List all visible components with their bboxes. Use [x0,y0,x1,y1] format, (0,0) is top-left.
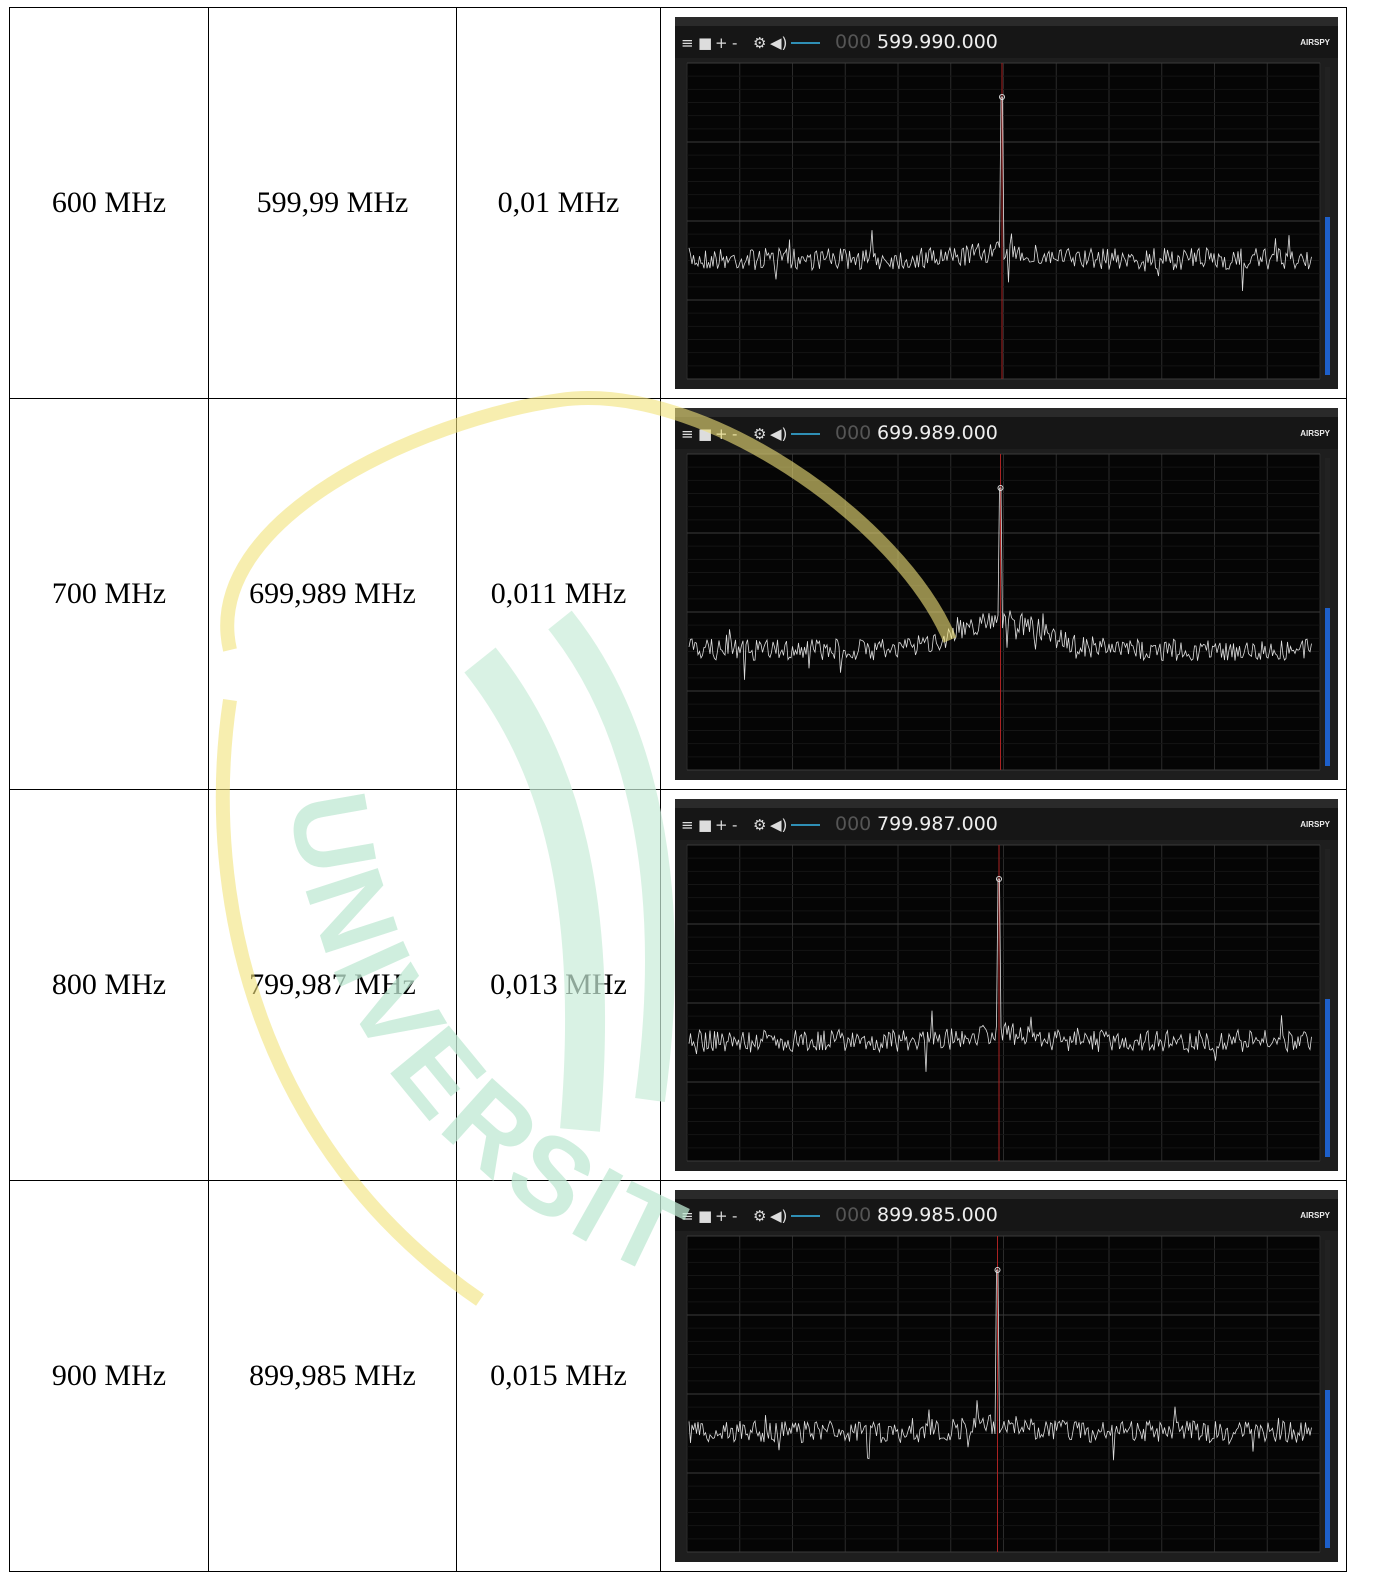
title-bar [675,799,1338,808]
page: 600 MHz599,99 MHz0,01 MHz≡■+-⚙◀)000599.9… [0,0,1377,1591]
sdr-screenshot: ≡■+-⚙◀) 000 699.989.000 AIRSPY [675,408,1338,780]
toolbar-icon: - [732,1207,737,1225]
table-cell: 899,985 MHz [209,1181,457,1572]
toolbar-icon: + [715,34,728,52]
toolbar-icon: ⚙ [753,1207,766,1225]
screenshot-cell: ≡■+-⚙◀) 000 799.987.000 AIRSPY [661,790,1347,1181]
toolbar-icon: ≡ [681,816,694,834]
table-cell: 599,99 MHz [209,8,457,399]
toolbar-icon: ■ [698,1207,712,1225]
meter-track [1325,1240,1330,1390]
freq-display: 899.985.000 [877,1204,998,1226]
toolbar-icon: ⚙ [753,816,766,834]
toolbar-icon: ■ [698,425,712,443]
table-cell: 900 MHz [10,1181,209,1572]
freq-prefix: 000 [835,422,871,444]
table-cell: 799,987 MHz [209,790,457,1181]
screenshot-cell: ≡■+-⚙◀) 000 899.985.000 AIRSPY [661,1181,1347,1572]
toolbar-icon: ■ [698,816,712,834]
app-logo: AIRSPY [1300,820,1330,829]
toolbar-icon: - [732,816,737,834]
meter-track [1325,67,1330,217]
toolbar-icon: ◀) [770,1207,787,1225]
screenshot-cell: ≡■+-⚙◀) 000 699.989.000 AIRSPY [661,399,1347,790]
table-cell: 800 MHz [10,790,209,1181]
toolbar-icon: - [732,34,737,52]
title-bar [675,17,1338,26]
freq-display: 699.989.000 [877,422,998,444]
toolbar-icon: ≡ [681,1207,694,1225]
table-cell: 0,011 MHz [457,399,661,790]
meter-track [1325,458,1330,608]
table-cell: 0,013 MHz [457,790,661,1181]
app-logo: AIRSPY [1300,38,1330,47]
table-cell: 699,989 MHz [209,399,457,790]
app-logo: AIRSPY [1300,1211,1330,1220]
signal-meter [1325,608,1330,766]
table-cell: 600 MHz [10,8,209,399]
freq-prefix: 000 [835,1204,871,1226]
toolbar-icon: ◀) [770,816,787,834]
signal-meter [1325,1390,1330,1548]
sdr-screenshot: ≡■+-⚙◀) 000 899.985.000 AIRSPY [675,1190,1338,1562]
signal-meter [1325,217,1330,375]
toolbar-icon: ⚙ [753,425,766,443]
freq-display: 799.987.000 [877,813,998,835]
sdr-screenshot: ≡■+-⚙◀) 000 799.987.000 AIRSPY [675,799,1338,1171]
app-logo: AIRSPY [1300,429,1330,438]
toolbar-icon: ⚙ [753,34,766,52]
toolbar-icon: + [715,1207,728,1225]
table-cell: 700 MHz [10,399,209,790]
toolbar-icon: + [715,425,728,443]
freq-display: 599.990.000 [877,31,998,53]
toolbar-icon: ◀) [770,34,787,52]
toolbar-icon: ≡ [681,425,694,443]
title-bar [675,408,1338,417]
title-bar [675,1190,1338,1199]
freq-prefix: 000 [835,31,871,53]
toolbar-icon: ◀) [770,425,787,443]
toolbar-icon: + [715,816,728,834]
signal-meter [1325,999,1330,1157]
toolbar-icon: ≡ [681,34,694,52]
toolbar-icon: ■ [698,34,712,52]
toolbar-icon: - [732,425,737,443]
freq-prefix: 000 [835,813,871,835]
screenshot-cell: ≡■+-⚙◀) 000 599.990.000 AIRSPY [661,8,1347,399]
sdr-screenshot: ≡■+-⚙◀) 000 599.990.000 AIRSPY [675,17,1338,389]
table-cell: 0,01 MHz [457,8,661,399]
table-cell: 0,015 MHz [457,1181,661,1572]
meter-track [1325,849,1330,999]
